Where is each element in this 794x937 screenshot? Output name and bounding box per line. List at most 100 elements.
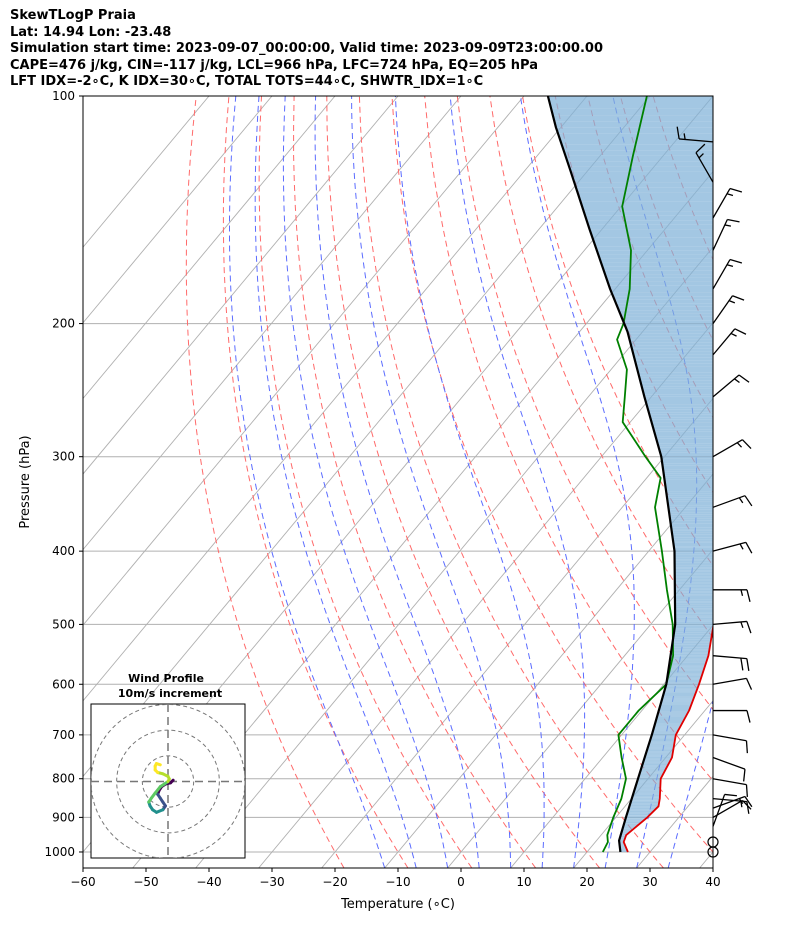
cin-area (669, 662, 707, 664)
cin-area (672, 643, 711, 645)
cin-area (674, 557, 713, 560)
cin-area (622, 320, 713, 324)
cin-area (674, 549, 713, 552)
dry-adiabat-line (326, 96, 600, 868)
cin-area (660, 452, 713, 455)
cin-area (651, 734, 676, 736)
cin-area (646, 751, 673, 753)
cin-area (634, 787, 661, 789)
moist-adiabat-line (229, 96, 386, 868)
cin-area (641, 767, 667, 768)
cin-area (622, 828, 635, 829)
cin-area (626, 330, 713, 334)
cin-area (619, 847, 627, 848)
cin-area (658, 447, 713, 451)
cin-area (674, 554, 713, 556)
cin-area (630, 800, 660, 802)
cin-area (672, 537, 713, 540)
cin-area (672, 642, 711, 644)
indices-line-1: CAPE=476 j/kg, CIN=-117 j/kg, LCL=966 hP… (10, 57, 538, 73)
cin-area (591, 233, 713, 238)
cin-area (640, 380, 713, 384)
cin-area (670, 525, 713, 528)
profile-lines (546, 96, 713, 853)
cin-area (634, 788, 661, 790)
cin-area (669, 518, 713, 521)
cin-area (654, 434, 713, 437)
cin-area (603, 270, 713, 275)
cin-area (633, 354, 713, 358)
cin-area (674, 547, 713, 550)
cin-area (645, 402, 713, 405)
cin-area (653, 727, 680, 729)
cin-area (651, 733, 677, 735)
cin-area (675, 597, 713, 599)
cin-area (624, 820, 644, 821)
cin-area (650, 736, 676, 738)
cin-area (631, 345, 713, 349)
cin-area (580, 201, 713, 207)
cin-area (627, 812, 653, 813)
cin-area (669, 665, 706, 667)
x-tick-label: −50 (133, 875, 158, 889)
cin-area (559, 139, 713, 145)
cin-area (675, 608, 713, 610)
cin-area (674, 595, 713, 597)
cin-area (646, 752, 673, 754)
cin-area (649, 740, 675, 742)
moist-adiabat-line (254, 96, 417, 868)
cin-area (672, 641, 711, 643)
cin-area (620, 849, 628, 850)
cin-area (675, 616, 713, 618)
cin-area (645, 399, 713, 402)
cin-area (666, 679, 701, 681)
moist-adiabat-line (314, 96, 480, 868)
y-tick-label: 400 (52, 544, 75, 558)
cin-area (663, 473, 713, 476)
cin-area (662, 695, 695, 697)
cin-area (674, 568, 713, 571)
cin-area (640, 770, 666, 772)
cin-area (671, 530, 713, 533)
cin-area (620, 851, 628, 852)
cin-area (626, 815, 649, 817)
cin-area (667, 677, 702, 679)
cin-area (631, 799, 660, 801)
cin-area (666, 493, 713, 496)
cin-area (662, 698, 694, 700)
cin-area (645, 754, 673, 756)
hodograph-subtitle: 10m/s increment (118, 687, 222, 700)
cin-area (629, 339, 713, 343)
cin-area (673, 636, 712, 638)
cin-area (652, 733, 677, 734)
cin-area (649, 414, 713, 418)
cin-area (668, 507, 713, 510)
cin-area (650, 738, 676, 740)
cin-area (605, 274, 713, 278)
cin-area (619, 839, 625, 841)
cin-area (648, 745, 674, 747)
cin-area (634, 790, 661, 792)
cin-area (666, 684, 699, 686)
wind-barb (712, 677, 753, 690)
cin-area (628, 808, 657, 810)
cin-area (642, 763, 669, 765)
cin-area (608, 285, 713, 289)
cin-area (668, 667, 705, 669)
wind-barb (713, 709, 751, 723)
cin-area (659, 705, 691, 707)
cin-area (673, 544, 713, 547)
axes: −60 −50 −40 −30 −20 −10 0 10 20 30 40 100 200 300 400 5… (44, 89, 720, 889)
cin-area (664, 688, 698, 690)
cin-area (661, 458, 713, 461)
cin-area (619, 839, 625, 840)
cin-area (655, 721, 684, 723)
cin-area (653, 429, 713, 432)
cin-area (674, 580, 713, 583)
cin-area (667, 503, 713, 506)
cin-area (586, 220, 713, 225)
isotherm-line (195, 246, 713, 868)
cin-area (669, 659, 708, 661)
cin-area (624, 821, 643, 823)
cin-area (669, 660, 707, 662)
